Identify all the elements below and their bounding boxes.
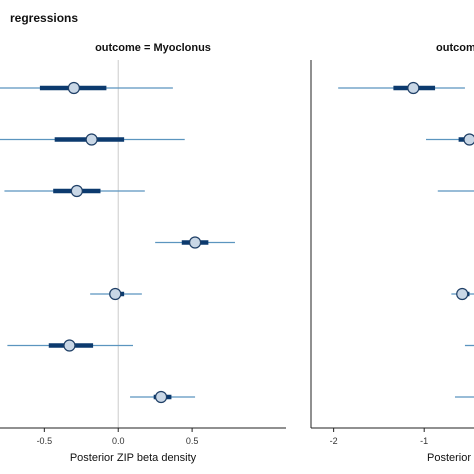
facet-label-myoclonus: outcome = Myoclonus [95, 42, 211, 54]
point-estimate [109, 287, 122, 301]
facet-label-right: outcome [436, 42, 474, 54]
x-tick-label: 0.0 [112, 436, 125, 446]
x-ticks-right: -2 -1 [330, 428, 428, 446]
intervals-myoclonus [0, 81, 235, 404]
point-estimate [407, 81, 420, 95]
facet-myoclonus: outcome = Myoclonus -0.5 0.0 0.5 Posterior… [0, 42, 286, 464]
facet-right: outcome -2 -1 Posterior [310, 42, 474, 464]
point-estimate [188, 236, 202, 249]
point-estimate [154, 390, 168, 404]
x-tick-label: -0.5 [37, 436, 53, 446]
x-ticks-myoclonus: -0.5 0.0 0.5 [37, 428, 199, 446]
x-tick-label: 0.5 [186, 436, 199, 446]
x-tick-label: -2 [330, 436, 338, 446]
point-estimate [456, 287, 469, 301]
point-estimate [63, 339, 76, 352]
x-tick-label: -1 [420, 436, 428, 446]
point-estimate [85, 133, 98, 146]
intervals-right [338, 81, 474, 398]
x-axis-label-right: Posterior [427, 452, 471, 464]
x-axis-label-myoclonus: Posterior ZIP beta density [70, 452, 197, 464]
chart-title: regressions [10, 11, 78, 25]
point-estimate [67, 81, 80, 95]
point-estimate [70, 184, 83, 198]
point-estimate [463, 133, 474, 146]
